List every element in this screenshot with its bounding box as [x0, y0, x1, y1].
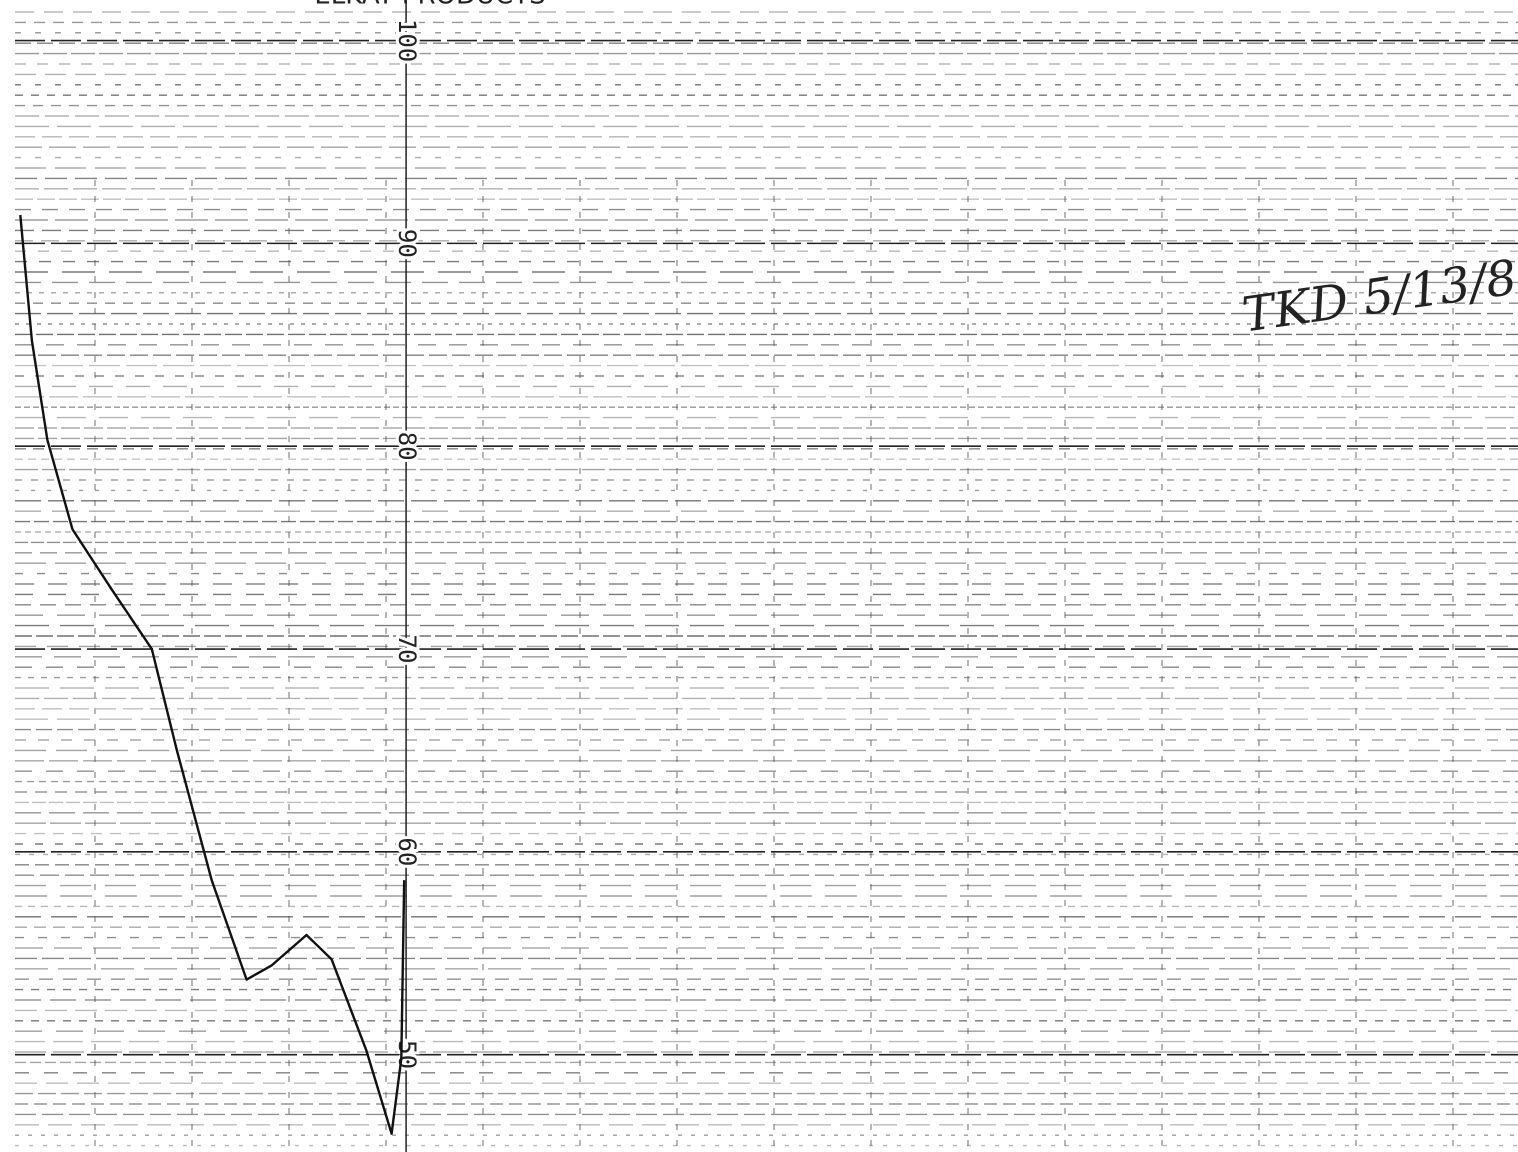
- y-tick-label: 50: [393, 1040, 421, 1069]
- y-tick-label: 100: [393, 19, 421, 62]
- y-tick-label: 70: [393, 635, 421, 664]
- y-tick-label: 60: [393, 837, 421, 866]
- handwritten-annotation: TKD 5/13/8: [1239, 250, 1518, 344]
- chart: ELKAY PRODUCTS TKD 5/13/8 100 90 80 70 60 50: [0, 0, 1518, 1152]
- y-tick-label: 90: [393, 229, 421, 258]
- y-tick-label: 80: [393, 432, 421, 461]
- chart-title: ELKAY PRODUCTS: [314, 0, 545, 11]
- paper-grid: [15, 12, 1518, 1152]
- data-line: [20, 215, 404, 1134]
